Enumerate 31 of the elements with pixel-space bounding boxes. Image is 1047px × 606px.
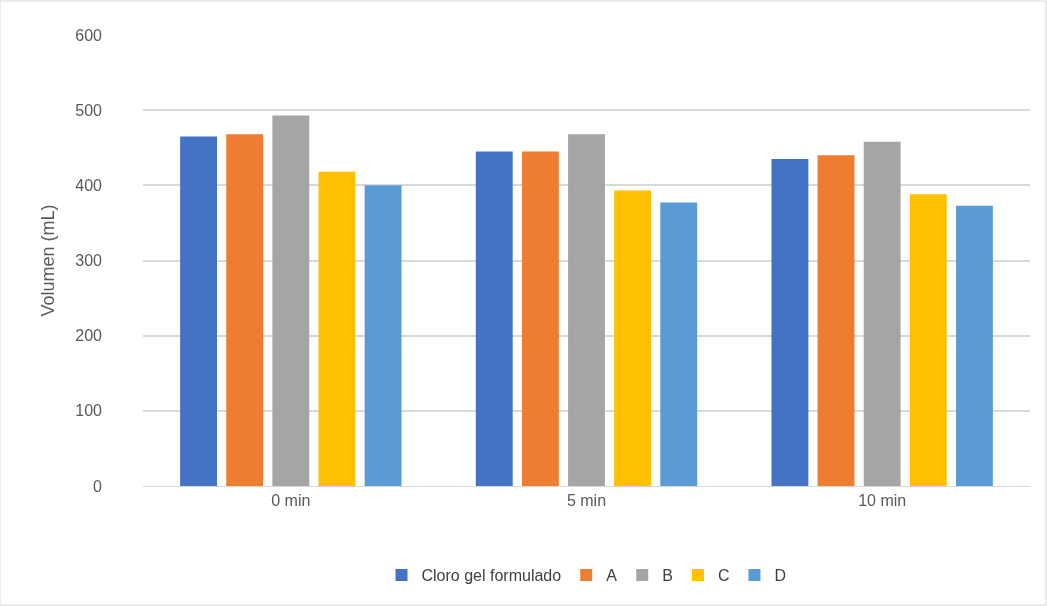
bar (771, 159, 809, 486)
legend-label: A (606, 567, 618, 585)
y-tick-label: 0 (93, 477, 103, 495)
bar (660, 202, 698, 486)
y-tick-label: 300 (75, 252, 103, 270)
y-tick-label: 600 (75, 26, 103, 44)
bar (272, 115, 310, 486)
bar (364, 185, 402, 486)
x-tick-label: 10 min (858, 492, 907, 510)
y-tick-label: 500 (75, 101, 103, 119)
bar (614, 190, 652, 486)
legend-label: Cloro gel formulado (421, 567, 562, 585)
y-tick-label: 100 (75, 402, 103, 420)
bar (863, 141, 901, 486)
x-tick-label: 5 min (566, 492, 607, 510)
bar (318, 171, 356, 486)
bar (226, 134, 264, 486)
legend-label: C (717, 567, 730, 585)
bar (475, 151, 513, 486)
bar (568, 134, 605, 486)
legend-label: D (774, 567, 787, 585)
x-tick-label: 0 min (271, 492, 311, 510)
y-tick-label: 200 (75, 327, 103, 345)
y-tick-label: 400 (75, 176, 103, 194)
bar (817, 155, 855, 486)
bar (955, 205, 993, 486)
bar (180, 136, 218, 486)
y-axis-title: Volumen (mL) (38, 204, 59, 317)
bar (909, 194, 947, 486)
bar (521, 151, 559, 486)
legend-label: B (662, 567, 673, 585)
